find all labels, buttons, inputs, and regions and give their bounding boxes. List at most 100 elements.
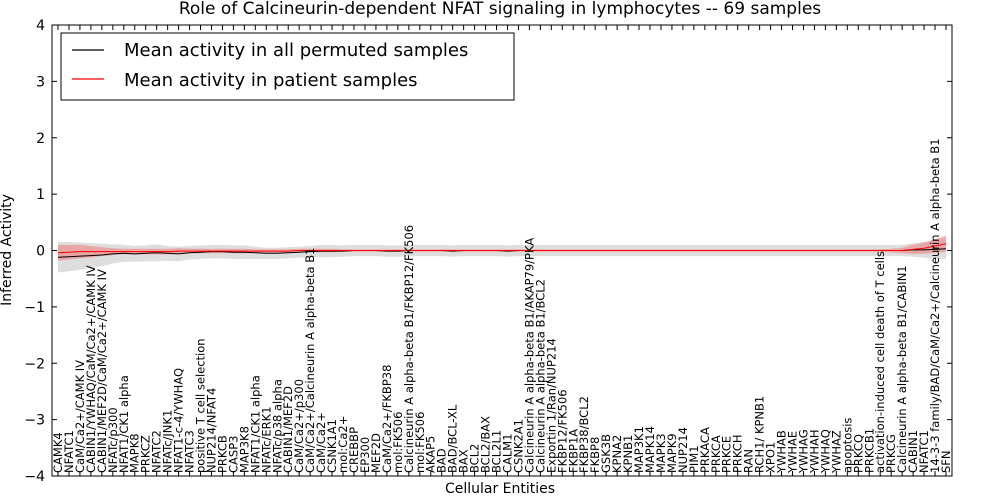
y-axis-label: Inferred Activity bbox=[0, 194, 15, 306]
x-tick-label: BAX bbox=[457, 449, 471, 473]
x-tick-label: mol:Ca2+ bbox=[336, 416, 350, 473]
x-tick-label: KPNA2 bbox=[610, 435, 624, 473]
x-tick-label: CAMK4 bbox=[51, 432, 65, 473]
legend-label-permuted: Mean activity in all permuted samples bbox=[124, 40, 468, 61]
x-tick-label: AKAP5 bbox=[424, 436, 438, 473]
y-tick-label: 3 bbox=[36, 74, 45, 90]
x-tick-label: PRKCG bbox=[884, 434, 898, 473]
x-tick-label: MAPK8 bbox=[128, 433, 142, 473]
x-tick-label: CASP3 bbox=[226, 436, 240, 473]
x-tick-label: PRKCA bbox=[709, 435, 723, 473]
x-tick-label: CaM/Ca2+/CAMK IV bbox=[73, 360, 87, 473]
x-tick-label: PRKACA bbox=[698, 427, 712, 473]
x-tick-label: Calcineurin A alpha-beta B1/CABIN1 bbox=[895, 265, 909, 473]
x-tick-label: BCL2L1 bbox=[490, 430, 504, 473]
x-tick-label: YWHAE bbox=[786, 431, 800, 474]
x-tick-label: NFAT1/CK1 alpha bbox=[248, 375, 262, 473]
legend-label-patient: Mean activity in patient samples bbox=[124, 70, 418, 91]
x-tick-label: YWHAZ bbox=[829, 430, 843, 474]
x-tick-label: mol:FK506 bbox=[391, 412, 405, 473]
band-permuted bbox=[58, 238, 946, 273]
x-tick-label: CABIN1/MEF2D bbox=[281, 386, 295, 473]
series-line-patient bbox=[57, 243, 947, 254]
y-tick-label: 1 bbox=[36, 187, 45, 203]
x-tick-label: mol:FK506 bbox=[413, 412, 427, 473]
x-tick-label: positive T cell selection bbox=[194, 338, 208, 473]
x-tick-label: PRKCZ bbox=[139, 435, 153, 473]
x-tick-label: NFATc/p38 alpha bbox=[270, 379, 284, 473]
x-tick-label: NFATC2 bbox=[150, 430, 164, 473]
x-tick-label: NFATC1 bbox=[917, 430, 931, 473]
x-tick-label: BAD bbox=[435, 448, 449, 473]
y-tick-label: −1 bbox=[24, 300, 45, 316]
x-tick-label: Calcineurin A alpha-beta B1/FKBP12/FK506 bbox=[402, 225, 416, 473]
x-tick-label: CABIN1/YWHAQ/CaM/Ca2+/CAMK IV bbox=[84, 265, 98, 473]
x-tick-label: FKBP1A bbox=[566, 429, 580, 473]
x-tick-label: PRKCQ bbox=[851, 434, 865, 473]
y-tick-label: −4 bbox=[24, 469, 45, 485]
x-axis-label: Cellular Entities bbox=[445, 481, 555, 497]
x-tick-label: NFATc/JNK1 bbox=[161, 410, 175, 473]
x-tick-label: CALM1 bbox=[501, 433, 515, 473]
series-lines bbox=[57, 243, 947, 258]
x-tick-label: MAPK14 bbox=[643, 426, 657, 473]
x-tick-label: MAP3K8 bbox=[237, 426, 251, 473]
x-tick-label: XPO1 bbox=[764, 442, 778, 473]
x-tick-label: PRKCB bbox=[215, 435, 229, 473]
confidence-bands bbox=[58, 235, 946, 273]
x-tick-label: YWHAQ bbox=[818, 429, 832, 474]
x-tick-label: NUP214 bbox=[676, 427, 690, 473]
legend: Mean activity in all permuted samples Me… bbox=[60, 32, 515, 101]
x-tick-label: SFN bbox=[939, 450, 953, 473]
x-tick-label: YWHAH bbox=[807, 429, 821, 474]
x-tick-label: Calcineurin A alpha-beta B1/BCL2 bbox=[533, 279, 547, 473]
legend-box bbox=[60, 32, 515, 101]
y-axis-ticks: −4 −3 −2 −1 0 1 2 3 4 bbox=[24, 18, 952, 485]
x-tick-label: BCL2 bbox=[468, 444, 482, 473]
x-tick-label: BAD/BCL-XL bbox=[446, 404, 460, 473]
x-tick-label: CaM/Ca2+/p300 bbox=[292, 379, 306, 473]
x-tick-label: PRKCE bbox=[720, 436, 734, 473]
x-tick-label: RCH1/ KPNB1 bbox=[753, 396, 767, 473]
x-tick-label: PRKCH bbox=[731, 434, 745, 473]
x-axis-ticks bbox=[57, 25, 947, 476]
x-tick-label: CABIN1 bbox=[906, 430, 920, 473]
y-tick-label: 2 bbox=[36, 131, 45, 147]
x-tick-label: YWHAG bbox=[797, 429, 811, 474]
x-tick-label: EP300 bbox=[358, 437, 372, 473]
chart-title: Role of Calcineurin-dependent NFAT signa… bbox=[179, 0, 821, 19]
x-tick-label: CSNK2A1 bbox=[511, 419, 525, 473]
x-tick-label: GSK3B bbox=[599, 434, 613, 473]
x-tick-label: FKBP38/BCL2 bbox=[577, 396, 591, 473]
x-tick-label: MEF2D bbox=[369, 433, 383, 473]
x-tick-label: NFAT1-c-4/YWHAQ bbox=[172, 368, 186, 473]
x-tick-label: YWHAB bbox=[775, 430, 789, 474]
x-tick-label: Calcineurin A alpha-beta B1/AKAP79/PKA bbox=[522, 238, 536, 473]
x-tick-label: CaM/Ca2+/Calcineurin A alpha-beta B1 bbox=[303, 248, 317, 473]
y-tick-label: −3 bbox=[24, 413, 45, 429]
x-tick-label: CaM/Ca2+/FKBP38 bbox=[380, 365, 394, 473]
x-tick-label: NFATC1 bbox=[62, 430, 76, 473]
x-tick-label: activation-induced cell death of T cells bbox=[873, 251, 887, 473]
x-tick-label: CABIN1/MEF2D/CaM/Ca2+/CAMK IV bbox=[95, 269, 109, 473]
x-tick-label: CaM/Ca2+ bbox=[314, 412, 328, 473]
x-tick-label: NFAT1/CK1 alpha bbox=[117, 375, 131, 473]
x-tick-label: 14-3-3 family/BAD/CaM/Ca2+/Calcineurin A… bbox=[928, 138, 942, 473]
x-tick-label: MAP3K1 bbox=[632, 426, 646, 473]
x-tick-label: NFATC3 bbox=[183, 430, 197, 473]
x-tick-label: apoptosis bbox=[840, 418, 854, 473]
y-tick-label: −2 bbox=[24, 356, 45, 372]
x-tick-label: FKBP12/FK506 bbox=[555, 389, 569, 473]
x-tick-label: Exportin 1/Ran/NUP214 bbox=[544, 338, 558, 473]
x-tick-label: RAN bbox=[742, 449, 756, 473]
x-tick-label: KPNB1 bbox=[621, 435, 635, 473]
x-tick-label: NFATc/p300 bbox=[106, 407, 120, 473]
x-tick-label: CREBBP bbox=[347, 427, 361, 473]
x-tick-label: BCL2/BAX bbox=[479, 416, 493, 473]
x-tick-label: PRKCB1 bbox=[862, 428, 876, 473]
x-tick-label: PIM1 bbox=[687, 445, 701, 473]
y-tick-label: 4 bbox=[36, 18, 45, 34]
x-tick-label: NFATc/ERK1 bbox=[259, 406, 273, 473]
